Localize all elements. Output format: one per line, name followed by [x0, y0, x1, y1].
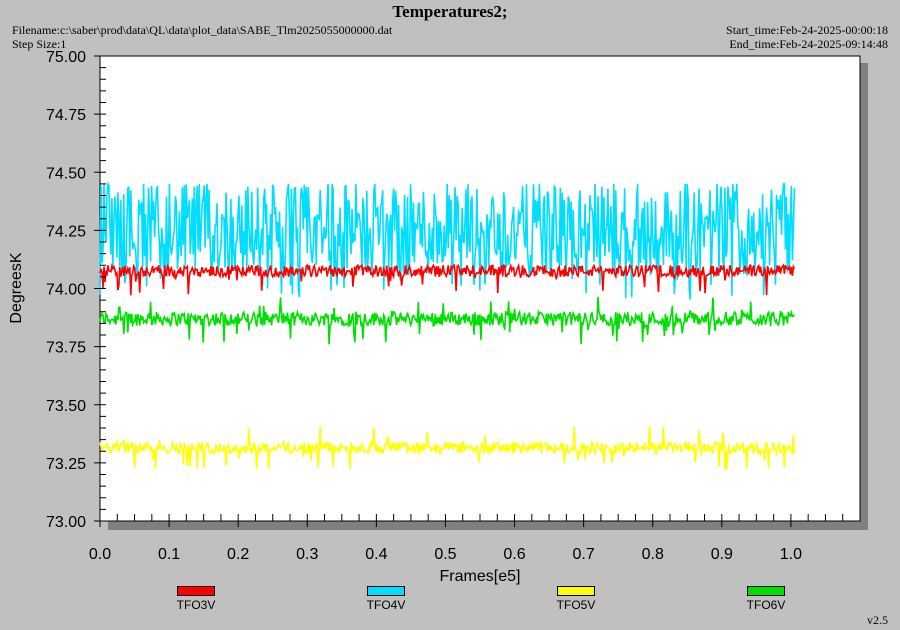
- series-line-tfo6v: [99, 296, 796, 345]
- legend-label: TFO6V: [746, 598, 786, 612]
- legend-item-tfo4v: TFO4V: [356, 586, 416, 612]
- y-tick-label: 74.00: [46, 282, 86, 299]
- legend-label: TFO4V: [366, 598, 406, 612]
- x-tick-label: 0.4: [365, 546, 387, 563]
- x-tick-label: 0.7: [573, 546, 595, 563]
- series-layer: [99, 181, 796, 470]
- series-line-tfo3v: [99, 262, 796, 296]
- legend-swatch: [557, 586, 595, 596]
- ticks-layer: 73.00 73.25 73.50 73.75 74.00 74.25 74.50 74.75…: [46, 49, 861, 563]
- legend-item-tfo5v: TFO5V: [546, 586, 606, 612]
- x-tick-label: 0.8: [642, 546, 664, 563]
- legend-item-tfo3v: TFO3V: [166, 586, 226, 612]
- x-axis-label: Frames[e5]: [440, 568, 521, 585]
- chart-title: Temperatures2;: [392, 2, 508, 21]
- step-size-label: Step Size:1: [12, 37, 67, 51]
- y-tick-label: 74.75: [46, 107, 86, 124]
- y-tick-label: 75.00: [46, 49, 86, 66]
- series-line-tfo4v: [99, 181, 796, 300]
- x-tick-label: 0.9: [711, 546, 733, 563]
- y-axis-label: DegreesK: [8, 252, 25, 323]
- legend-item-tfo6v: TFO6V: [736, 586, 796, 612]
- y-tick-label: 73.50: [46, 398, 86, 415]
- legend-label: TFO3V: [176, 598, 216, 612]
- x-tick-label: 0.5: [434, 546, 456, 563]
- y-tick-label: 73.25: [46, 456, 86, 473]
- start-time-label: Start_time:Feb-24-2025-00:00:18: [726, 23, 888, 37]
- x-tick-label: 0.2: [227, 546, 249, 563]
- series-line-tfo5v: [99, 425, 796, 470]
- y-tick-label: 73.75: [46, 340, 86, 357]
- y-tick-label: 74.50: [46, 165, 86, 182]
- filename-label: Filename:c:\saber\prod\data\QL\data\plot…: [12, 23, 393, 37]
- legend-swatch: [747, 586, 785, 596]
- y-tick-label: 74.25: [46, 223, 86, 240]
- x-tick-label: 0.0: [89, 546, 111, 563]
- legend-label: TFO5V: [556, 598, 596, 612]
- end-time-label: End_time:Feb-24-2025-09:14:48: [729, 37, 888, 51]
- y-tick-label: 73.00: [46, 514, 86, 531]
- legend-swatch: [367, 586, 405, 596]
- x-tick-label: 0.3: [296, 546, 318, 563]
- legend-swatch: [177, 586, 215, 596]
- x-tick-label: 0.6: [503, 546, 525, 563]
- version-label: v2.5: [867, 613, 888, 627]
- x-tick-label: 0.1: [158, 546, 180, 563]
- x-tick-label: 1.0: [780, 546, 802, 563]
